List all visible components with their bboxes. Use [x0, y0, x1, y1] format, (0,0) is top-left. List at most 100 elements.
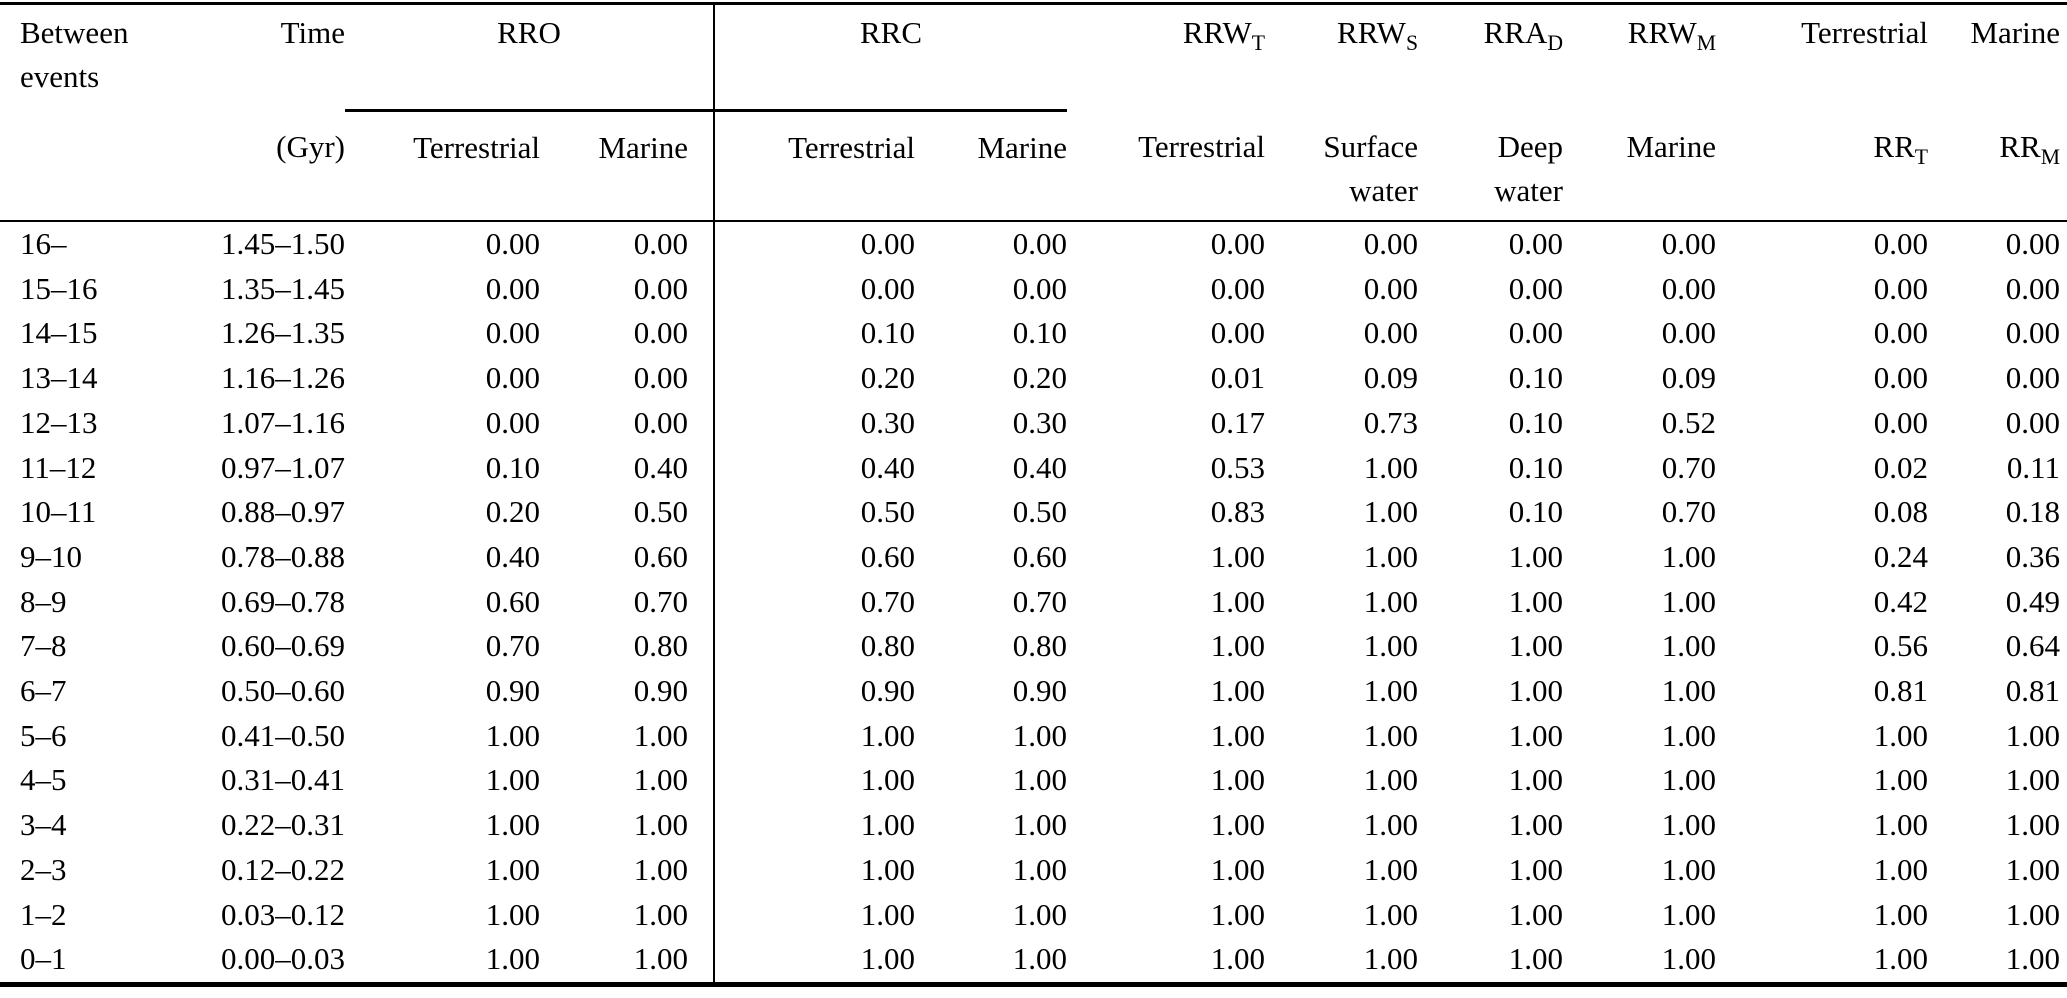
- deep-water-line2: water: [1494, 172, 1563, 208]
- table-row: 13–14 1.16–1.26 0.00 0.00 0.20 0.20 0.01 0.09 0.…: [0, 356, 2067, 401]
- subheader-rro-terrestrial: Terrestrial: [345, 110, 540, 222]
- between-line2: events: [20, 59, 100, 94]
- cell-rr-t: 0.56: [1873, 628, 1928, 664]
- cell-rrw-t-terrestrial: 0.53: [1210, 449, 1265, 485]
- cell-rrw-t-terrestrial: 0.01: [1210, 360, 1265, 396]
- cell-rro-marine: 0.00: [540, 356, 715, 401]
- cell-between-events: 1–2: [20, 896, 67, 932]
- table-row: 4–5 0.31–0.41 1.00 1.00 1.00 1.00 1.00 1.00 1.00…: [0, 758, 2067, 804]
- cell-rro-terrestrial: 0.60: [485, 583, 540, 619]
- rrw-s-base: RRW: [1337, 15, 1406, 50]
- cell-rrc-marine: 1.00: [1012, 896, 1067, 932]
- cell-rr-t: 1.00: [1873, 717, 1928, 753]
- cell-rro-terrestrial: 1.00: [485, 807, 540, 843]
- cell-rrc-marine: 0.60: [1012, 538, 1067, 574]
- cell-time-gyr: 1.26–1.35: [221, 315, 345, 351]
- table-row: 3–4 0.22–0.31 1.00 1.00 1.00 1.00 1.00 1.00 1.00…: [0, 803, 2067, 848]
- cell-between-events: 6–7: [20, 673, 67, 709]
- cell-rra-d-deep-water: 1.00: [1508, 628, 1563, 664]
- cell-rro-marine: 0.00: [540, 266, 715, 312]
- cell-rrc-terrestrial: 1.00: [860, 896, 915, 932]
- cell-rrc-terrestrial: 0.60: [860, 538, 915, 574]
- between-line1: Between: [20, 15, 129, 50]
- cell-rrw-s-surface-water: 1.00: [1363, 449, 1418, 485]
- cell-rrc-terrestrial: 1.00: [860, 807, 915, 843]
- cell-rro-marine: 1.00: [540, 758, 715, 804]
- table-row: 15–16 1.35–1.45 0.00 0.00 0.00 0.00 0.00 0.00 0.…: [0, 266, 2067, 312]
- table-row: 1–2 0.03–0.12 1.00 1.00 1.00 1.00 1.00 1.00 1.00…: [0, 892, 2067, 938]
- cell-rrw-t-terrestrial: 1.00: [1210, 851, 1265, 887]
- subheader-rr-m: RRM: [1928, 110, 2067, 222]
- cell-rro-terrestrial: 0.70: [485, 628, 540, 664]
- cell-rrc-terrestrial: 0.10: [860, 315, 915, 351]
- cell-rrw-m-marine: 0.70: [1661, 449, 1716, 485]
- cell-rrc-terrestrial: 0.80: [860, 628, 915, 664]
- cell-rrw-s-surface-water: 1.00: [1363, 673, 1418, 709]
- col-header-rrw-m: RRWM: [1563, 4, 1716, 111]
- cell-rrc-marine: 1.00: [1012, 717, 1067, 753]
- cell-rr-m: 0.00: [2005, 270, 2060, 306]
- cell-rr-t: 0.00: [1873, 404, 1928, 440]
- cell-between-events: 16–: [20, 226, 67, 261]
- cell-rrc-terrestrial: 0.00: [860, 226, 915, 261]
- cell-rro-marine: 1.00: [540, 847, 715, 893]
- cell-rro-terrestrial: 0.20: [485, 494, 540, 530]
- cell-rra-d-deep-water: 0.10: [1508, 449, 1563, 485]
- cell-rrc-terrestrial: 0.20: [860, 360, 915, 396]
- table-row: 9–10 0.78–0.88 0.40 0.60 0.60 0.60 1.00 1.00 1.0…: [0, 534, 2067, 580]
- cell-rrc-terrestrial: 0.70: [860, 583, 915, 619]
- cell-rr-m: 0.81: [2005, 673, 2060, 709]
- subheader-rrw-s-surface-water: Surface water: [1265, 110, 1418, 222]
- cell-rrw-s-surface-water: 1.00: [1363, 717, 1418, 753]
- cell-between-events: 7–8: [20, 628, 67, 664]
- cell-time-gyr: 0.00–0.03: [221, 941, 345, 977]
- col-header-time: Time: [280, 15, 345, 50]
- table-row: 6–7 0.50–0.60 0.90 0.90 0.90 0.90 1.00 1.00 1.00…: [0, 669, 2067, 714]
- cell-rrc-marine: 0.00: [1012, 270, 1067, 306]
- cell-rrc-marine: 0.40: [1012, 449, 1067, 485]
- cell-rrw-t-terrestrial: 1.00: [1210, 628, 1265, 664]
- header-row-1: Between events Time RRO RRC RRWT RRWS RR…: [0, 3, 2067, 112]
- cell-rrw-m-marine: 1.00: [1661, 583, 1716, 619]
- surface-water-line2: water: [1349, 172, 1418, 208]
- cell-rro-terrestrial: 0.00: [485, 404, 540, 440]
- cell-rro-terrestrial: 0.00: [485, 226, 540, 261]
- cell-between-events: 13–14: [20, 360, 98, 396]
- cell-time-gyr: 1.35–1.45: [221, 270, 345, 306]
- cell-time-gyr: 0.69–0.78: [221, 583, 345, 619]
- cell-rr-t: 1.00: [1873, 896, 1928, 932]
- table-row: 7–8 0.60–0.69 0.70 0.80 0.80 0.80 1.00 1.00 1.00…: [0, 624, 2067, 670]
- cell-rro-marine: 0.70: [540, 579, 715, 625]
- cell-rro-marine: 0.00: [540, 400, 715, 446]
- cell-rrw-s-surface-water: 1.00: [1363, 851, 1418, 887]
- rrw-s-subscript: S: [1405, 31, 1418, 56]
- rrw-m-base: RRW: [1627, 15, 1697, 50]
- cell-rro-marine: 0.40: [540, 445, 715, 491]
- rr-t-subscript: T: [1914, 144, 1928, 169]
- cell-rr-m: 0.18: [2005, 494, 2060, 530]
- cell-rrw-m-marine: 1.00: [1661, 896, 1716, 932]
- cell-rra-d-deep-water: 1.00: [1508, 762, 1563, 798]
- cell-rr-t: 0.24: [1873, 538, 1928, 574]
- cell-rrw-m-marine: 0.00: [1661, 270, 1716, 306]
- subheader-rrw-m-marine: Marine: [1563, 110, 1716, 222]
- cell-rr-t: 0.00: [1873, 270, 1928, 306]
- cell-rra-d-deep-water: 1.00: [1508, 673, 1563, 709]
- col-header-rrw-s: RRWS: [1265, 4, 1418, 111]
- cell-rrc-marine: 0.70: [1012, 583, 1067, 619]
- col-header-marine-rr: Marine: [1970, 15, 2060, 50]
- table-row: 10–11 0.88–0.97 0.20 0.50 0.50 0.50 0.83 1.00 0.…: [0, 490, 2067, 535]
- cell-time-gyr: 0.31–0.41: [221, 762, 345, 798]
- cell-rra-d-deep-water: 1.00: [1508, 807, 1563, 843]
- cell-time-gyr: 0.50–0.60: [221, 673, 345, 709]
- cell-rrc-marine: 0.50: [1012, 494, 1067, 530]
- cell-time-gyr: 1.07–1.16: [221, 404, 345, 440]
- cell-rrw-t-terrestrial: 0.83: [1210, 494, 1265, 530]
- subheader-rro-marine: Marine: [540, 110, 715, 222]
- cell-rrw-s-surface-water: 1.00: [1363, 807, 1418, 843]
- cell-rr-t: 0.42: [1873, 583, 1928, 619]
- cell-rra-d-deep-water: 0.00: [1508, 226, 1563, 261]
- cell-rrc-marine: 1.00: [1012, 941, 1067, 977]
- cell-rro-terrestrial: 0.90: [485, 673, 540, 709]
- cell-rr-m: 0.11: [2006, 449, 2060, 485]
